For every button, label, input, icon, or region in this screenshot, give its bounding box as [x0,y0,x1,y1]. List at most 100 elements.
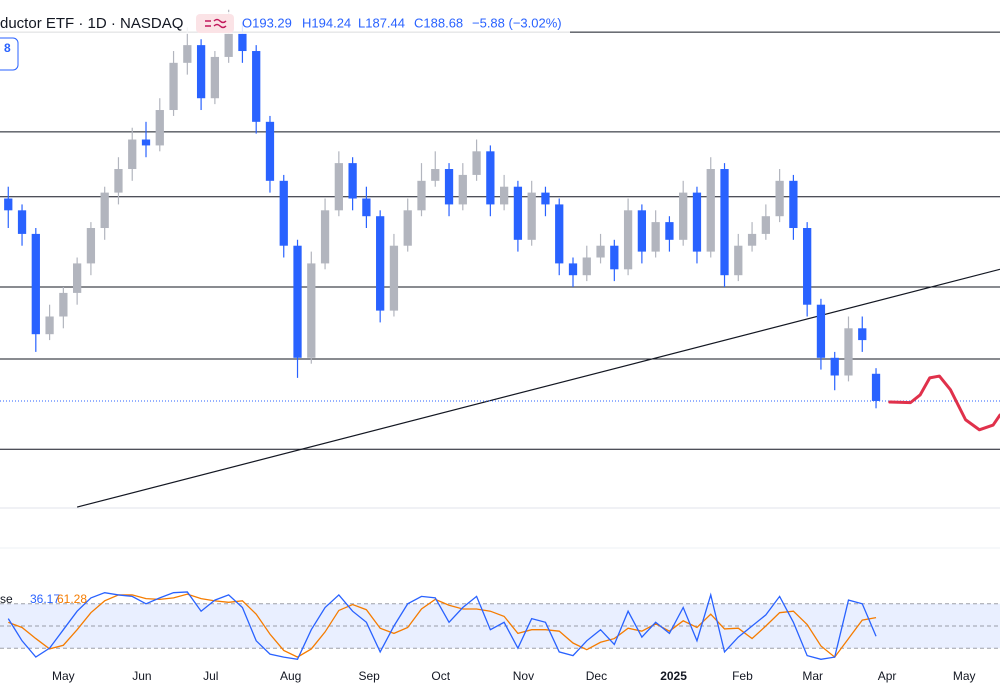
candle-body [31,233,40,335]
stoch-value: 36.17 [30,592,60,606]
candle-body [527,192,536,240]
legend: ductor ETF · 1D · NASDAQ O193.29 H194.24… [0,12,570,34]
candle-body [238,33,247,52]
legend-bg [0,12,570,34]
candle-body [816,304,826,358]
candle-body [858,328,867,341]
stoch-value: 61.28 [57,592,87,606]
candle-body [279,180,288,246]
x-tick-label: Apr [878,669,897,683]
candle-body [293,245,302,358]
candle-body [789,180,798,229]
candle-body [500,186,509,205]
candle-body [871,373,881,401]
candle-body [734,245,743,276]
candle-body [458,174,467,205]
x-tick-label: Dec [586,669,607,683]
candle-body [720,169,729,276]
legend-change: −5.88 (−3.02%) [472,15,562,30]
candle-body [114,169,123,193]
candle-body [637,210,647,252]
candle-body [389,245,399,311]
candle-body [610,245,619,270]
x-tick-label: Oct [431,669,450,683]
candle-body [334,163,343,211]
candle-body [362,198,371,217]
candle-body [155,110,164,146]
compare-icon [205,20,211,27]
candle-body [403,210,412,246]
candle-body [431,169,440,181]
candle-body [472,151,481,175]
candle-body [651,222,660,252]
x-tick-label: Feb [732,669,753,683]
candle-body [706,169,715,252]
badge[interactable] [0,37,19,71]
legend-low: L187.44 [358,15,405,30]
x-tick-label: Mar [802,669,823,683]
x-tick-label: Jul [203,669,218,683]
x-tick-label: 2025 [660,669,687,683]
symbol-title: ductor ETF · 1D · NASDAQ [0,15,183,32]
stoch-line [7,591,877,661]
compare-icon [213,18,227,29]
x-tick-label: Aug [280,669,301,683]
candle-body [679,192,688,240]
stoch-line [8,593,877,659]
candle-body [623,210,633,270]
candle-body [169,62,178,111]
compare-button[interactable] [196,14,234,33]
candle-body [555,204,564,264]
x-tick-label: Sep [358,669,380,683]
badge-text: 8 [4,41,11,55]
annotation-curve [888,374,1000,432]
candle-body [692,192,702,252]
candle-body [210,56,220,99]
candle-body [183,45,192,63]
candle-body [513,186,523,240]
trend-line [76,268,1000,508]
candle-body [596,245,605,258]
candle-body [86,228,96,264]
candle-body [747,233,757,246]
candle-body [100,192,109,229]
time-axis: May Jun Jul Aug Sep Oct Nov Dec 2025 Feb Mar Apr May [52,669,976,683]
candle-body [141,139,151,146]
candle-body [17,210,27,234]
candle-body [541,192,550,205]
x-tick-label: May [52,669,75,683]
candle-body [486,151,495,205]
candle-body [444,169,454,205]
candle-body [665,222,674,240]
candle-body [4,198,13,211]
legend-open: O193.29 [242,15,292,30]
candle-body [830,357,839,376]
stoch-title: se [0,592,13,606]
candle-body [59,292,68,317]
candle-body [348,163,357,199]
candle-body [582,257,591,276]
candle-body [568,263,578,276]
candle-body [45,316,54,335]
candle-body [376,216,385,311]
candle-body [128,139,137,170]
candle-body [320,210,330,264]
candle-body [803,228,812,305]
candle-body [265,121,275,181]
candle-body [417,180,426,211]
candle-body [73,263,82,293]
candle-body [775,180,784,217]
candle-body [224,33,233,57]
candle-body [761,216,770,234]
x-tick-label: Jun [132,669,151,683]
candle-body [252,51,261,122]
candle-body [196,45,206,99]
candle-body [307,263,316,358]
x-tick-label: May [953,669,976,683]
x-tick-label: Nov [513,669,534,683]
candle-body [844,328,853,376]
legend-high: H194.24 [302,15,351,30]
